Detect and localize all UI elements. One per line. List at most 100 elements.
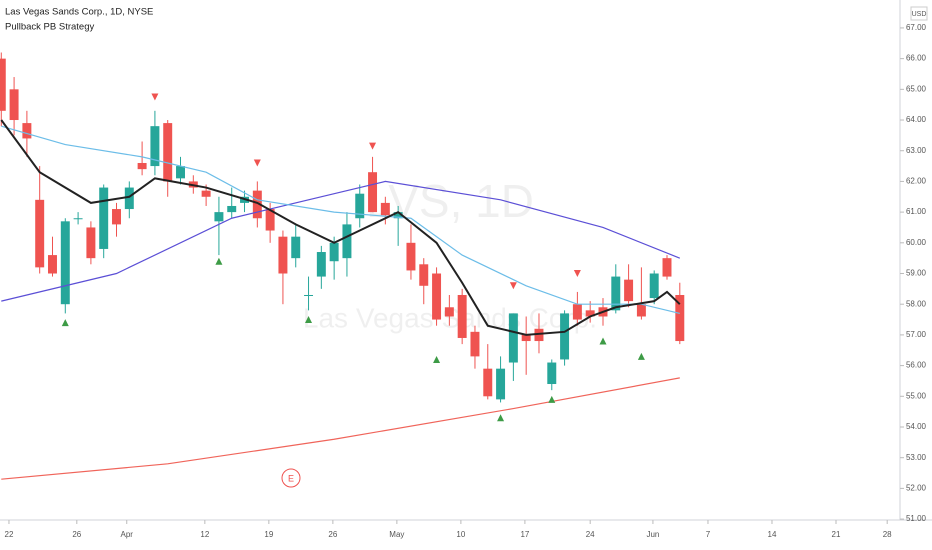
candle-body <box>636 304 646 317</box>
y-tick-label: 55.00 <box>906 391 927 400</box>
candle-body <box>214 212 224 222</box>
candle-body <box>649 273 659 299</box>
candle-body <box>368 172 378 213</box>
signal-marker <box>215 257 223 265</box>
candle-body <box>73 218 83 220</box>
signal-marker <box>151 93 159 101</box>
y-tick-label: 56.00 <box>906 361 927 370</box>
candle-body <box>572 304 582 320</box>
candle-body <box>534 328 544 342</box>
candle-body <box>508 313 518 363</box>
signal-marker <box>548 395 556 403</box>
candle-body <box>201 190 211 197</box>
candle-body <box>265 209 275 231</box>
candle-body <box>355 193 365 219</box>
x-tick-label: 28 <box>883 530 892 539</box>
candle-body <box>176 166 185 179</box>
x-tick-label: 12 <box>200 530 209 539</box>
watermark-subtitle: Las Vegas Sands Corp. <box>303 302 597 333</box>
x-tick-label: 14 <box>768 530 777 539</box>
candle-body <box>0 58 6 111</box>
candle-body <box>278 236 288 274</box>
candle-body <box>457 294 467 338</box>
x-tick-label: Apr <box>121 530 134 539</box>
y-tick-label: 54.00 <box>906 422 927 431</box>
moving-average <box>0 119 681 336</box>
candle-body <box>124 187 134 210</box>
y-tick-label: 64.00 <box>906 115 927 124</box>
earnings-marker[interactable] <box>281 468 301 488</box>
x-tick-label: 24 <box>586 530 595 539</box>
candle-body <box>316 252 326 277</box>
x-tick-label: 19 <box>264 530 273 539</box>
candle-body <box>406 242 416 271</box>
moving-average <box>1 377 680 480</box>
candle-body <box>432 273 442 320</box>
signal-marker <box>599 337 607 345</box>
candle-body <box>483 368 493 397</box>
y-tick-label: 65.00 <box>906 84 927 93</box>
x-tick-label: 21 <box>832 530 841 539</box>
chart-subtitle: Pullback PB Strategy <box>5 22 94 33</box>
signal-marker <box>509 282 517 290</box>
candle-body <box>444 307 454 317</box>
candle-body <box>291 236 301 259</box>
candle-body <box>380 202 390 216</box>
candle-body <box>419 264 429 286</box>
y-tick-label: 60.00 <box>906 238 927 247</box>
candle-body <box>150 126 160 167</box>
moving-average <box>1 125 680 314</box>
plot-area <box>0 52 685 480</box>
candle-body <box>585 310 595 317</box>
candle-body <box>227 205 237 213</box>
candle-body <box>675 294 685 342</box>
y-tick-label: 51.00 <box>906 514 927 523</box>
x-tick-label: 17 <box>520 530 529 539</box>
x-tick-label: 26 <box>72 530 81 539</box>
candle-body <box>342 224 352 259</box>
candle-body <box>496 368 506 400</box>
signal-marker <box>433 355 441 363</box>
earnings-label[interactable]: E <box>288 473 294 483</box>
candle-body <box>304 294 314 296</box>
candle-body <box>393 212 403 219</box>
x-tick-label: 26 <box>328 530 337 539</box>
candle-body <box>112 209 121 225</box>
y-tick-label: 53.00 <box>906 453 927 462</box>
y-tick-label: 52.00 <box>906 483 927 492</box>
y-tick-label: 66.00 <box>906 54 927 63</box>
y-tick-label: 62.00 <box>906 177 927 186</box>
y-tick-label: 57.00 <box>906 330 927 339</box>
y-tick-label: 63.00 <box>906 146 927 155</box>
x-tick-label: Jun <box>646 530 659 539</box>
chart-title: Las Vegas Sands Corp., 1D, NYSE <box>5 7 153 18</box>
candle-body <box>662 258 672 277</box>
x-tick-label: May <box>389 530 404 539</box>
candle-body <box>48 255 57 274</box>
y-tick-label: 67.00 <box>906 23 927 32</box>
candle-body <box>624 279 634 302</box>
moving-average <box>1 180 681 302</box>
candle-body <box>86 227 96 259</box>
candle-body <box>22 123 32 139</box>
y-tick-label: 58.00 <box>906 299 927 308</box>
candle-body <box>99 187 109 249</box>
x-tick-label: 7 <box>706 530 711 539</box>
candle-body <box>137 162 147 170</box>
y-tick-label: 61.00 <box>906 207 927 216</box>
candle-body <box>470 331 480 357</box>
candle-body <box>35 199 45 268</box>
candle-body <box>611 276 621 311</box>
y-tick-label: 59.00 <box>906 269 927 278</box>
signal-marker <box>637 352 645 360</box>
x-tick-label: 22 <box>5 530 14 539</box>
candle-body <box>163 123 173 182</box>
signal-marker <box>253 159 261 167</box>
candle-body <box>60 221 70 305</box>
signal-marker <box>573 270 581 278</box>
candle-body <box>9 89 19 121</box>
candle-body <box>547 362 557 385</box>
signal-marker <box>497 414 505 422</box>
